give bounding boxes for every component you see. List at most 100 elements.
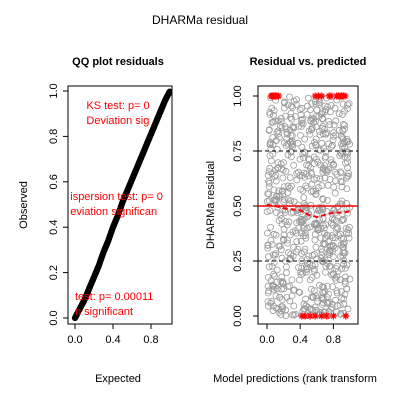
residual-point (282, 312, 290, 319)
residual-point (299, 225, 307, 232)
residual-point (308, 115, 316, 123)
residual-point (310, 265, 318, 273)
residual-point (312, 117, 319, 125)
residual-point (315, 226, 323, 233)
residual-point (280, 285, 288, 293)
residual-point (341, 264, 349, 272)
residual-point (297, 123, 305, 130)
residual-point (286, 256, 293, 263)
residual-point (323, 282, 331, 290)
residual-point (284, 130, 291, 138)
outlier-bottom-star (311, 312, 319, 320)
residual-point (316, 216, 323, 224)
residual-point (279, 305, 286, 313)
qq-plot-frame (67, 85, 173, 325)
residual-point (323, 207, 331, 215)
residual-point (265, 287, 273, 295)
residual-point (270, 270, 278, 278)
residual-point (285, 218, 293, 226)
residual-point (307, 168, 315, 176)
qq-annotation-line1: KS test: p= 0 (86, 100, 149, 112)
residual-point (319, 206, 327, 214)
residual-point (310, 251, 318, 258)
residual-point (319, 168, 327, 176)
residual-point (313, 219, 321, 227)
residual-point (328, 271, 336, 279)
residual-point (292, 227, 299, 235)
residual-point (300, 169, 308, 177)
residual-point (308, 124, 316, 132)
residual-point (290, 286, 298, 294)
residual-y-tick-label: 0.25 (232, 250, 244, 271)
residual-point (286, 200, 294, 208)
outlier-top-star (341, 92, 349, 100)
residual-point (264, 253, 272, 261)
residual-point (281, 195, 288, 203)
residual-point (324, 249, 332, 257)
residual-point (329, 283, 336, 291)
residual-point (267, 138, 274, 146)
residual-point (272, 292, 280, 300)
residual-point (278, 124, 286, 131)
residual-point (279, 235, 287, 243)
residual-point (311, 230, 319, 238)
residual-point (290, 302, 298, 310)
residual-point (297, 268, 305, 276)
residual-point (302, 266, 310, 274)
residual-point (264, 190, 272, 197)
residual-point (335, 126, 343, 134)
qq-x-tick-label: 0.4 (105, 334, 120, 346)
residual-point (311, 268, 318, 275)
residual-point (332, 265, 340, 272)
residual-point (314, 224, 322, 232)
outlier-top-star (275, 92, 283, 100)
residual-point (272, 209, 280, 216)
residual-point (322, 221, 330, 229)
residual-point (270, 230, 278, 238)
residual-point (321, 308, 329, 316)
residual-point (345, 100, 353, 107)
residual-point (271, 251, 279, 259)
residual-x-tick-label: 0.0 (259, 334, 274, 346)
quantile-regression-curve (266, 203, 351, 219)
residual-point (339, 126, 347, 134)
residual-point (332, 276, 340, 284)
residual-point (323, 293, 331, 301)
residual-point (288, 141, 296, 149)
residual-point (340, 239, 348, 247)
residual-point (284, 196, 292, 204)
residual-point (333, 170, 341, 178)
residual-point (298, 257, 306, 265)
residual-point (292, 310, 300, 318)
outlier-bottom-star (301, 312, 309, 320)
residual-point (270, 111, 277, 119)
residual-point (309, 294, 317, 301)
residual-point (267, 237, 275, 244)
residual-point (329, 136, 337, 144)
residual-point (296, 289, 304, 296)
qq-y-tick-label: 0.8 (48, 129, 60, 144)
residual-point (269, 118, 277, 126)
residual-point (276, 122, 284, 129)
residual-point (321, 229, 329, 237)
residual-point (344, 305, 352, 313)
qq-annotation-line2: Deviation sig (86, 115, 149, 127)
residual-point (312, 100, 320, 108)
residual-point (336, 310, 344, 318)
residual-point (343, 185, 351, 193)
residual-point (336, 168, 344, 176)
residual-point (335, 232, 342, 240)
residual-point (264, 229, 271, 237)
outlier-bottom-star (342, 312, 350, 320)
residual-point (270, 259, 278, 266)
residual-point (343, 174, 350, 182)
residual-point (268, 104, 276, 112)
residual-point (265, 183, 273, 191)
residual-point (327, 108, 334, 116)
residual-point (265, 263, 273, 271)
residual-point (308, 293, 316, 301)
residual-point (305, 211, 313, 219)
residual-point (295, 123, 303, 130)
outlier-bottom-star (329, 312, 337, 320)
residual-point (328, 143, 335, 151)
